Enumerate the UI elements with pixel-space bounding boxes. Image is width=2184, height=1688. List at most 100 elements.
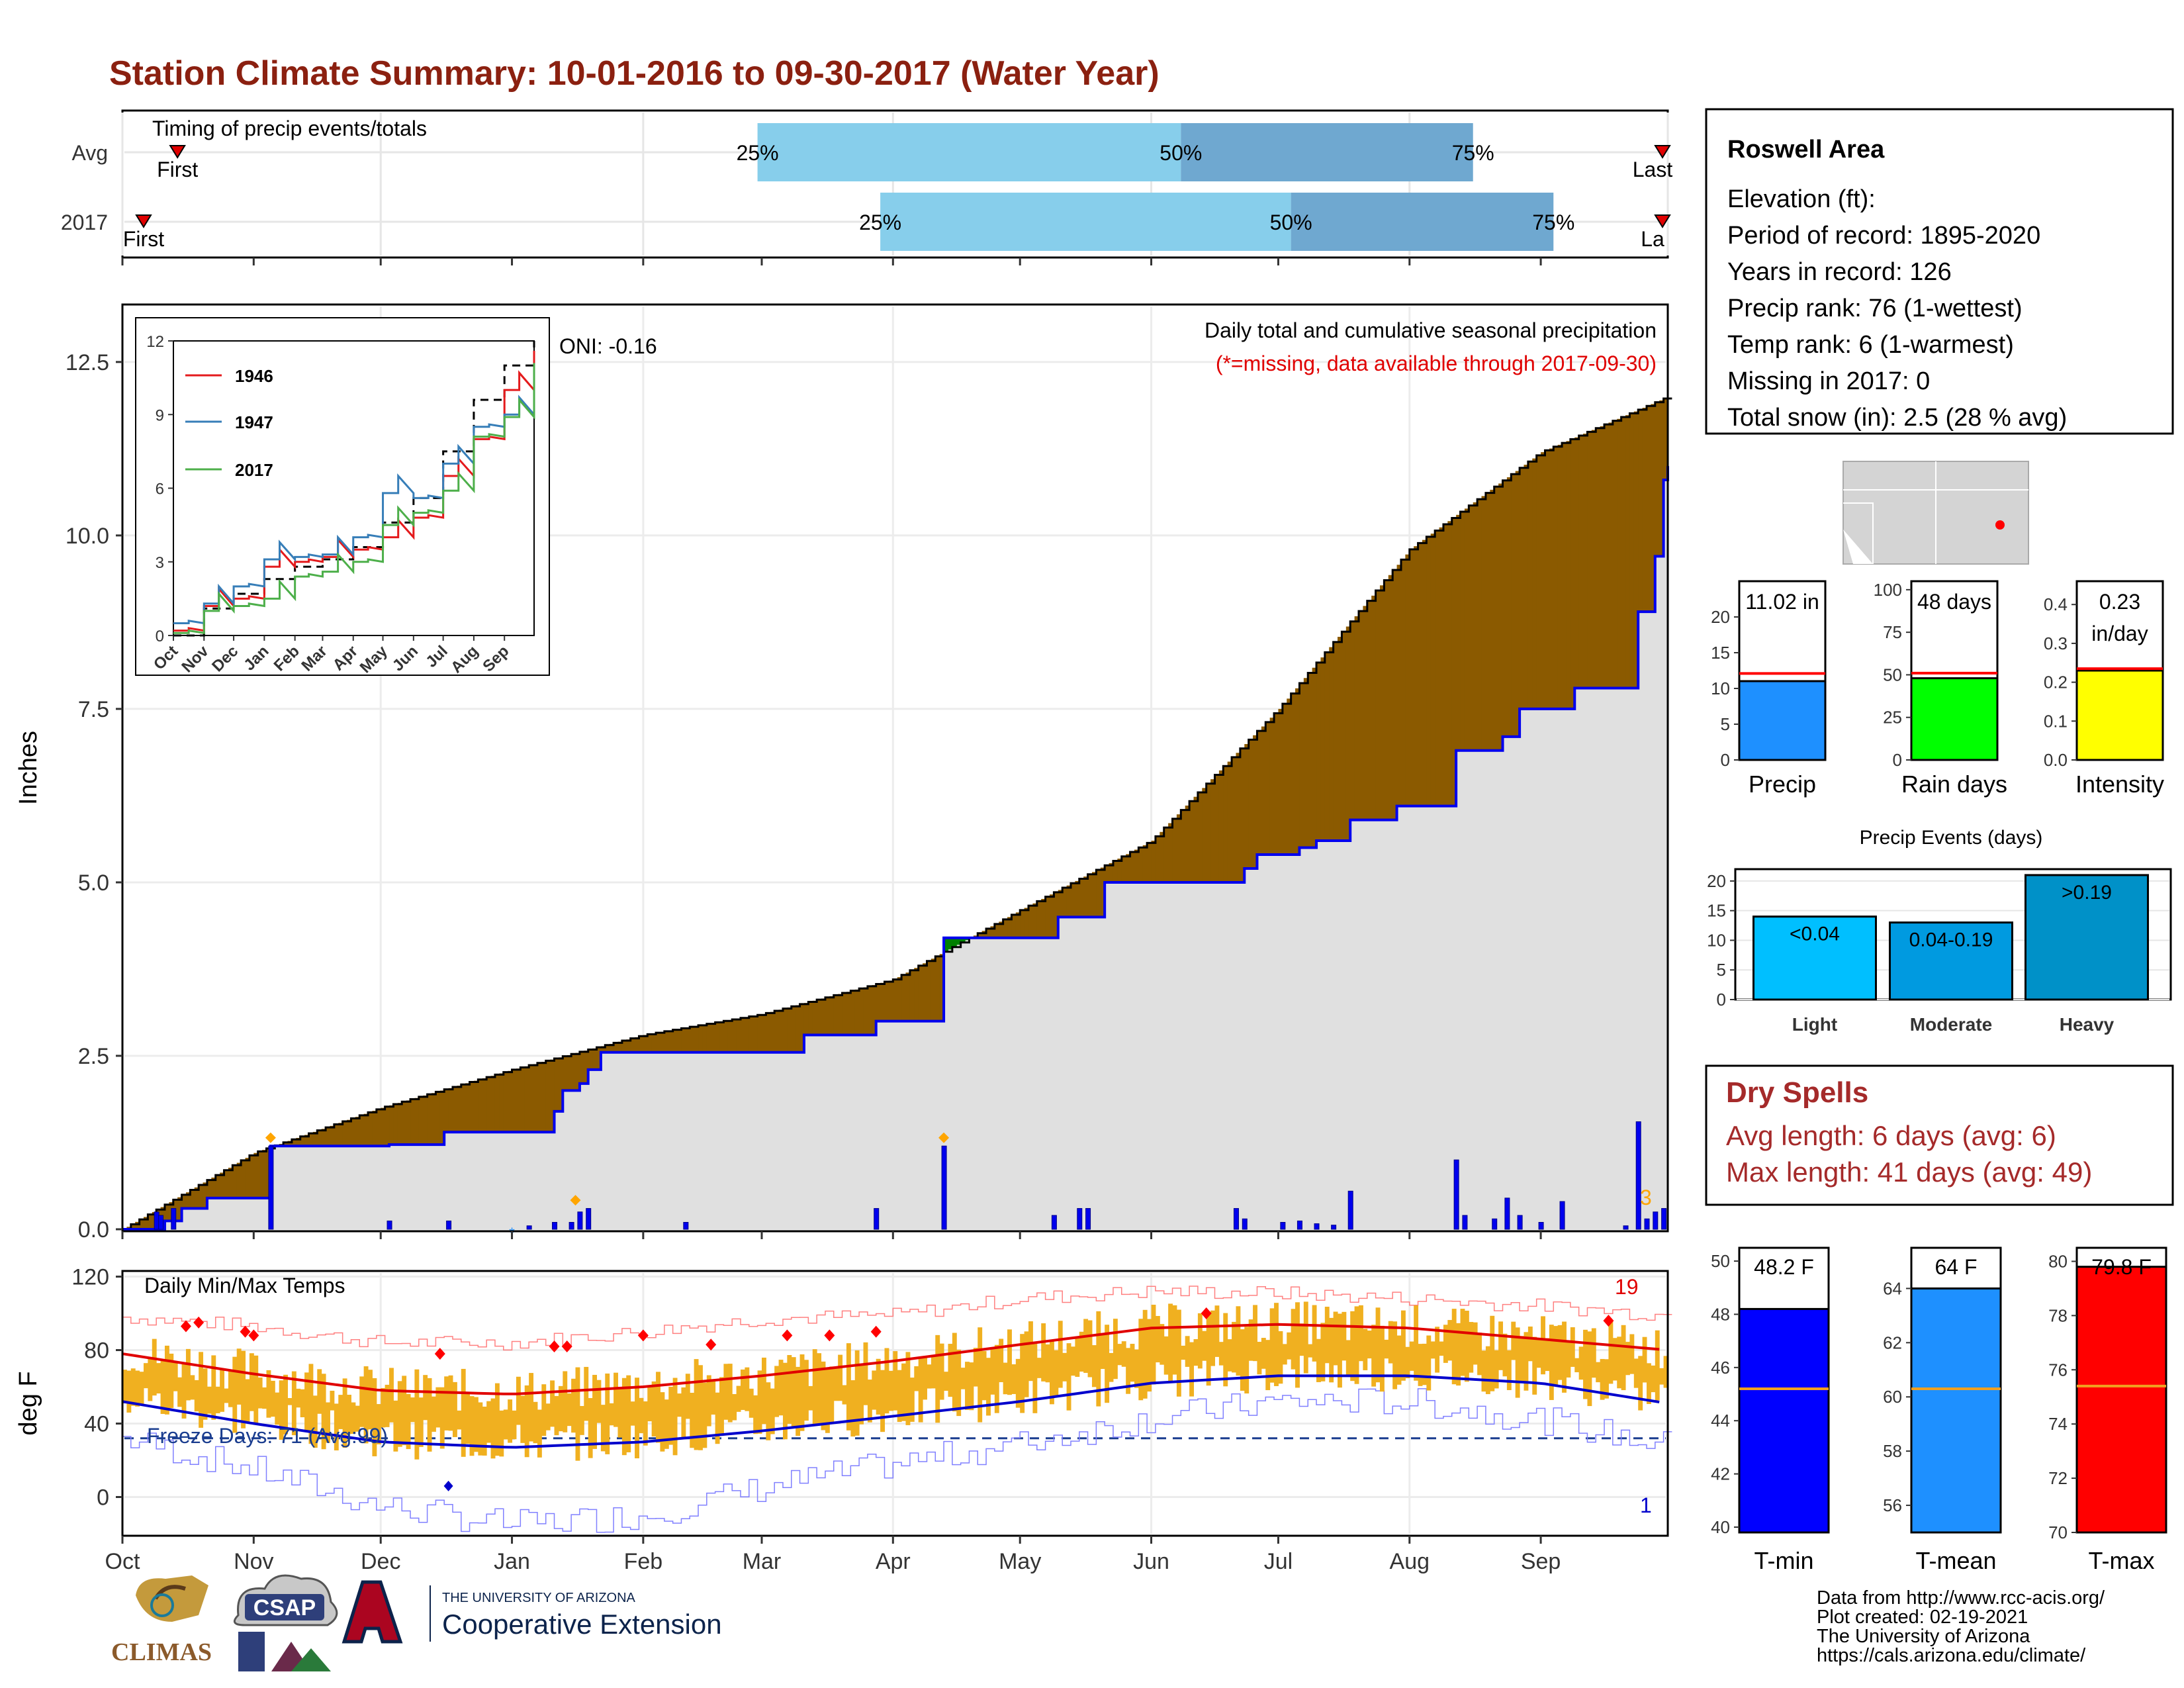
daily-temp-range	[584, 1366, 589, 1421]
temp-summary-bar	[1910, 1287, 2002, 1534]
daily-temp-range	[1578, 1346, 1584, 1380]
daily-temp-range	[1414, 1305, 1419, 1381]
deficit-fill	[1477, 499, 1482, 751]
deficit-fill	[736, 1018, 741, 1053]
deficit-fill	[245, 1158, 250, 1198]
daily-temp-range	[609, 1403, 614, 1426]
deficit-fill	[1091, 872, 1097, 917]
deficit-fill	[1130, 851, 1135, 882]
deficit-fill	[829, 996, 835, 1035]
deficit-fill	[1642, 408, 1647, 612]
deficit-fill	[1248, 739, 1253, 868]
timing-p50-label: 50%	[1160, 141, 1202, 165]
deficit-fill	[1578, 435, 1584, 688]
deficit-fill	[439, 1090, 445, 1145]
daily-temp-range	[414, 1369, 420, 1460]
timing-bar-q2	[880, 193, 1291, 251]
deficit-fill	[854, 989, 860, 1035]
deficit-fill	[621, 1040, 627, 1053]
daily-temp-range	[1160, 1324, 1165, 1365]
deficit-fill	[1121, 856, 1126, 882]
temp-summary-t-mean: 56 58 60 62 64 64 F T-mean	[1883, 1246, 2002, 1574]
daily-temp-range	[1379, 1325, 1385, 1392]
daily-temp-range	[592, 1374, 597, 1449]
daily-temp-range	[1447, 1320, 1453, 1361]
deficit-fill	[706, 1023, 711, 1053]
daily-temp-range	[1659, 1368, 1664, 1385]
surplus-fill	[960, 937, 966, 943]
deficit-fill	[423, 1095, 428, 1145]
deficit-fill	[469, 1082, 475, 1133]
deficit-fill	[418, 1096, 424, 1145]
temp-summary-t-min: 40 42 44 46 48 50 48.2 F T-min	[1711, 1246, 1830, 1574]
deficit-fill	[508, 1070, 513, 1133]
deficit-fill	[1181, 810, 1186, 882]
record-high-marker	[1201, 1307, 1212, 1320]
daily-temp-range	[1655, 1330, 1660, 1401]
daily-temp-range	[452, 1382, 457, 1437]
deficit-fill	[1447, 521, 1453, 806]
daily-temp-range	[711, 1381, 716, 1415]
daily-temp-range	[727, 1364, 733, 1423]
daily-temp-range	[1172, 1305, 1177, 1375]
deficit-fill	[1520, 467, 1525, 709]
daily-temp-range	[846, 1343, 851, 1430]
deficit-fill	[1506, 477, 1512, 737]
daily-temp-range	[164, 1345, 169, 1415]
daily-precip-bar	[526, 1225, 532, 1230]
summary-ytick-label: 50	[1883, 665, 1902, 684]
last-event-label: Last	[1633, 158, 1673, 181]
daily-temp-range	[1511, 1321, 1516, 1360]
daily-temp-range	[143, 1363, 148, 1389]
daily-temp-range	[220, 1369, 225, 1412]
temp-summary-ytick-label: 44	[1711, 1411, 1730, 1430]
daily-temp-range	[257, 1377, 263, 1409]
daily-precip-bar	[1314, 1223, 1320, 1230]
daily-temp-range	[279, 1380, 284, 1440]
daily-temp-range	[1409, 1341, 1414, 1371]
daily-temp-range	[999, 1338, 1004, 1383]
daily-temp-range	[621, 1378, 627, 1456]
daily-precip-bar	[1347, 1190, 1353, 1230]
deficit-fill	[236, 1162, 242, 1198]
daily-temp-range	[194, 1380, 199, 1412]
daily-temp-range	[1007, 1329, 1012, 1395]
daily-temp-range	[1176, 1309, 1181, 1397]
deficit-fill	[1058, 890, 1063, 917]
deficit-fill	[1020, 910, 1025, 938]
deficit-fill	[1282, 704, 1287, 855]
daily-temp-range	[1274, 1303, 1279, 1386]
deficit-fill	[1651, 404, 1656, 612]
daily-temp-range	[266, 1370, 271, 1418]
daily-temp-range	[444, 1376, 449, 1430]
inset-legend-1946: 1946	[235, 366, 273, 386]
temp-ytick-label: 0	[97, 1485, 109, 1511]
deficit-fill	[567, 1055, 572, 1091]
daily-temp-range	[478, 1402, 483, 1456]
daily-temp-range	[308, 1364, 314, 1444]
deficit-fill	[533, 1064, 538, 1133]
deficit-fill	[287, 1141, 293, 1147]
deficit-fill	[1359, 611, 1363, 820]
deficit-fill	[1223, 766, 1228, 882]
deficit-fill	[410, 1099, 416, 1145]
timing-bar-q3	[1181, 123, 1473, 181]
timing-bar-q2	[757, 123, 1181, 181]
deficit-fill	[1185, 805, 1190, 882]
daily-temp-range	[647, 1387, 653, 1422]
deficit-fill	[893, 979, 898, 1021]
daily-temp-range	[986, 1358, 991, 1416]
summary-bar	[2075, 669, 2164, 761]
deficit-fill	[1633, 411, 1639, 688]
daily-temp-range	[563, 1371, 568, 1432]
daily-precip-bar	[1280, 1222, 1286, 1230]
deficit-fill	[541, 1062, 547, 1133]
deficit-fill	[571, 1054, 576, 1091]
events-ytick-label: 0	[1717, 990, 1726, 1009]
daily-temp-range	[1439, 1341, 1444, 1356]
deficit-fill	[1549, 448, 1554, 709]
deficit-fill	[715, 1022, 720, 1053]
deficit-fill	[1456, 514, 1461, 751]
daily-temp-range	[914, 1366, 919, 1391]
deficit-fill	[761, 1014, 766, 1053]
